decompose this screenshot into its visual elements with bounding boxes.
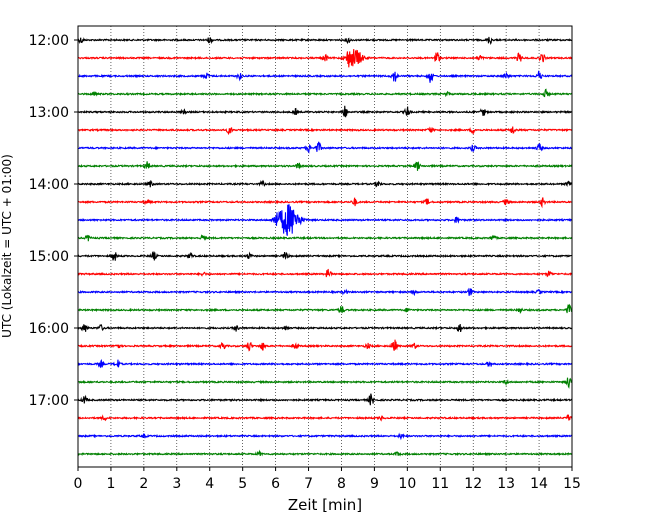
trace-1330 (77, 141, 573, 154)
plot-frame (77, 25, 573, 468)
trace-1700 (77, 393, 573, 406)
trace-1745 (77, 449, 573, 457)
y-tick-label-3: 15:00 (29, 249, 69, 265)
seismic-traces (77, 36, 573, 457)
x-tick-label-5: 5 (238, 476, 247, 492)
trace-1230 (77, 70, 573, 83)
y-tick-label-4: 16:00 (29, 321, 69, 337)
trace-1515 (77, 268, 573, 278)
x-tick-label-14: 14 (530, 476, 548, 492)
x-tick-label-1: 1 (106, 476, 115, 492)
trace-1400 (77, 179, 573, 188)
x-tick-label-2: 2 (139, 476, 148, 492)
trace-1245 (77, 88, 573, 98)
x-tick-label-12: 12 (464, 476, 482, 492)
trace-1200 (77, 36, 573, 45)
y-tick-label-0: 12:00 (29, 33, 69, 49)
y-tick-label-5: 17:00 (29, 393, 69, 409)
trace-1615 (77, 339, 573, 352)
trace-1345 (77, 161, 573, 171)
trace-1300 (77, 105, 573, 118)
trace-1545 (77, 303, 573, 314)
trace-1730 (77, 432, 573, 441)
trace-1445 (77, 234, 573, 242)
trace-1415 (77, 197, 573, 209)
x-tick-label-3: 3 (172, 476, 181, 492)
trace-1430 (77, 204, 573, 236)
y-axis-ticks: 12:00 13:00 14:00 15:00 16:00 17:00 (29, 33, 78, 409)
trace-1530 (77, 287, 573, 297)
x-tick-label-8: 8 (337, 476, 346, 492)
x-tick-label-15: 15 (563, 476, 581, 492)
trace-1315 (77, 126, 573, 136)
trace-1215 (77, 49, 573, 68)
trace-1600 (77, 323, 573, 333)
trace-1630 (77, 359, 573, 369)
y-axis-label: UTC (Lokalzeit = UTC + 01:00) (0, 154, 14, 338)
trace-1645 (77, 377, 573, 389)
trace-1500 (77, 251, 573, 261)
x-tick-label-10: 10 (398, 476, 416, 492)
trace-1715 (77, 414, 573, 422)
x-tick-label-9: 9 (370, 476, 379, 492)
x-axis-ticks: 0 1 2 3 4 5 6 7 8 9 10 11 12 13 14 15 (74, 467, 581, 492)
x-tick-label-11: 11 (431, 476, 449, 492)
x-tick-label-0: 0 (74, 476, 83, 492)
x-tick-label-4: 4 (205, 476, 214, 492)
x-tick-label-6: 6 (271, 476, 280, 492)
plot-background (78, 26, 572, 467)
x-tick-label-7: 7 (304, 476, 313, 492)
x-axis-label: Zeit [min] (288, 496, 362, 514)
y-tick-label-1: 13:00 (29, 105, 69, 121)
x-tick-label-13: 13 (497, 476, 515, 492)
y-tick-label-2: 14:00 (29, 177, 69, 193)
